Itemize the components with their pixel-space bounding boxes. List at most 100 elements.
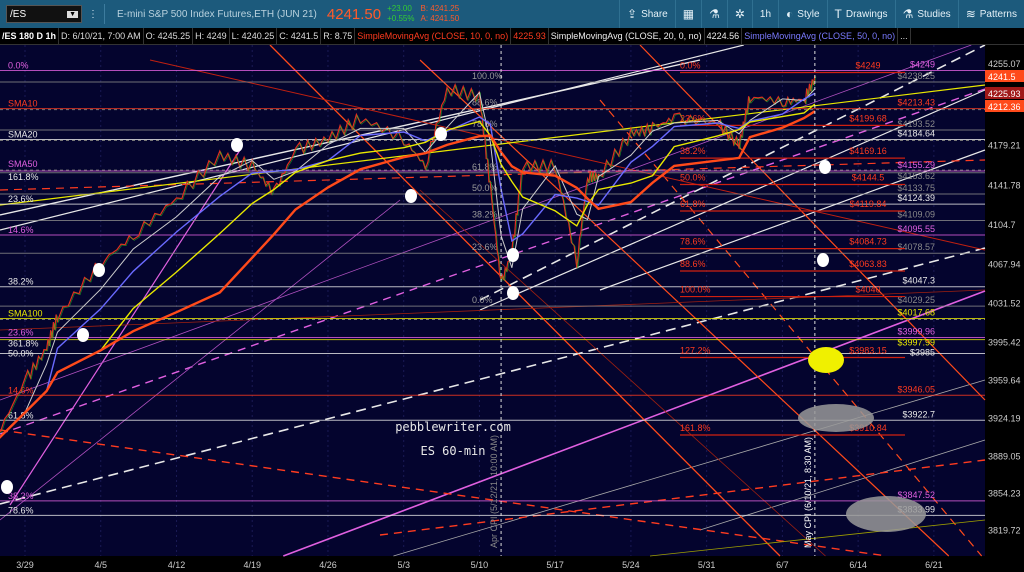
share-icon: ⇪: [627, 7, 638, 21]
target-label: $4144.5: [852, 173, 885, 183]
trend-line: [0, 45, 744, 231]
bid-price: B: 4241.25: [420, 4, 460, 13]
left-level-label: 361.8%: [8, 339, 39, 349]
trend-line: [283, 290, 986, 557]
level-label: $4238.25: [897, 71, 935, 81]
style-button[interactable]: ◐ Style: [778, 0, 826, 28]
share-button[interactable]: ⇪ Share: [619, 0, 675, 28]
trend-line: [649, 519, 986, 557]
level-label: $4095.55: [897, 224, 935, 234]
pivot-marker: [507, 286, 519, 300]
bar-range: R: 8.75: [321, 28, 356, 44]
left-level-label: SMA20: [8, 130, 38, 140]
target-label: $4249: [855, 61, 880, 71]
pivot-marker: [817, 253, 829, 267]
sma10-line: [0, 88, 816, 438]
target-label: $4040: [855, 285, 880, 295]
watermark-text: ES 60-min: [420, 444, 485, 458]
price-tick: 3819.72: [988, 526, 1021, 536]
trend-line: [639, 45, 986, 401]
gear-button[interactable]: ✲: [726, 0, 752, 28]
price-chart[interactable]: 3/29 4/5 4/12 4/19 4/26 5/3 5/10 5/17 5/24 5/31 6/…: [0, 45, 1024, 572]
ask-price: A: 4241.50: [420, 14, 460, 23]
level-label: $4155.29: [897, 160, 935, 170]
target-label: $4199.68: [849, 113, 887, 123]
level-label: $4124.39: [897, 193, 935, 203]
trend-line: [393, 379, 986, 557]
trend-line: [0, 88, 986, 435]
price-tick: 3959.64: [988, 376, 1021, 386]
level-label: $3946.05: [897, 384, 935, 394]
target-label: $3983.15: [849, 345, 887, 355]
trend-line: [479, 45, 986, 301]
1h-button[interactable]: 1h: [751, 0, 778, 28]
link-icon[interactable]: ⋮: [88, 8, 98, 20]
price-tick: 4067.94: [988, 260, 1021, 270]
price-tick: 4141.78: [988, 180, 1021, 190]
target-fib-label: 161.8%: [680, 423, 711, 433]
toolbar: /ES ▼ ⋮ E-mini S&P 500 Index Futures,ETH …: [0, 0, 1024, 28]
watermark-text: pebblewriter.com: [395, 420, 511, 434]
price-tick: 4255.07: [988, 59, 1021, 69]
trend-line: [0, 247, 986, 505]
target-fib-label: 50.0%: [680, 173, 706, 183]
study-info-bar: /ES 180 D 1h D: 6/10/21, 7:00 AM O: 4245…: [0, 28, 1024, 45]
symbol-text: /ES: [10, 8, 27, 20]
retracement-label: 88.6%: [472, 98, 498, 108]
instrument-description: E-mini S&P 500 Index Futures,ETH (JUN 21…: [117, 8, 317, 20]
level-label: $4078.57: [897, 242, 935, 252]
level-label: $4109.09: [897, 209, 935, 219]
percent-change: +0.55%: [387, 14, 415, 23]
left-level-label: 14.6%: [8, 225, 34, 235]
last-price: 4241.50: [326, 5, 382, 23]
sma10-label[interactable]: SimpleMovingAvg (CLOSE, 10, 0, no): [355, 28, 512, 44]
target-zone-grey: [798, 404, 874, 432]
sma20-label[interactable]: SimpleMovingAvg (CLOSE, 20, 0, no): [549, 28, 705, 44]
left-level-label: 0.0%: [8, 61, 29, 71]
target-fib-label: 88.6%: [680, 259, 706, 269]
button-label: Drawings: [845, 8, 888, 20]
level-label: $3985: [910, 348, 935, 358]
event-label: May CPI (6/10/21, 8:30 AM): [803, 437, 813, 548]
target-zone-grey: [846, 496, 926, 532]
price-tick: 3995.42: [988, 337, 1021, 347]
date-tick: 4/26: [319, 560, 337, 570]
pivot-marker: [77, 328, 89, 342]
trend-line: [599, 99, 983, 557]
pivot-marker: [1, 480, 13, 494]
calendar-button[interactable]: ▦: [674, 0, 701, 28]
button-label: Share: [641, 8, 668, 20]
studies-button[interactable]: ⚗ Studies: [894, 0, 958, 28]
button-label: Patterns: [979, 8, 1017, 20]
gear-icon: ✲: [734, 7, 745, 21]
price-tick: 4179.21: [988, 140, 1021, 150]
sma20-line: [0, 92, 816, 439]
button-label: Studies: [917, 8, 951, 20]
target-fib-label: 61.8%: [680, 199, 706, 209]
bid-ask: B: 4241.25 A: 4241.50: [420, 4, 459, 24]
target-label: $4084.73: [849, 237, 887, 247]
level-label: $3999.96: [897, 326, 935, 336]
target-zone-yellow: [808, 347, 844, 373]
sma50-label[interactable]: SimpleMovingAvg (CLOSE, 50, 0, no): [742, 28, 899, 44]
style-icon: ◐: [786, 7, 794, 21]
target-fib-label: 38.2%: [680, 146, 706, 156]
time-axis: [0, 556, 985, 572]
date-tick: 5/3: [397, 560, 410, 570]
level-label: $4047.3: [902, 276, 935, 286]
patterns-button[interactable]: ≋ Patterns: [957, 0, 1024, 28]
drawings-button[interactable]: T Drawings: [826, 0, 895, 28]
date-tick: 6/14: [849, 560, 867, 570]
date-tick: 6/21: [925, 560, 943, 570]
price-badge-value: 4225.93: [988, 89, 1021, 99]
symbol-selector[interactable]: /ES ▼: [6, 5, 82, 23]
flask-button[interactable]: ⚗: [701, 0, 727, 28]
left-level-label: 23.6%: [8, 194, 34, 204]
level-label: $4133.75: [897, 183, 935, 193]
more-studies[interactable]: ...: [898, 28, 911, 44]
sma100-line: [0, 110, 816, 439]
left-level-label: 38.2%: [8, 491, 34, 501]
patterns-icon: ≋: [965, 7, 976, 21]
price-axis: [985, 45, 1024, 572]
trend-line: [149, 59, 986, 251]
